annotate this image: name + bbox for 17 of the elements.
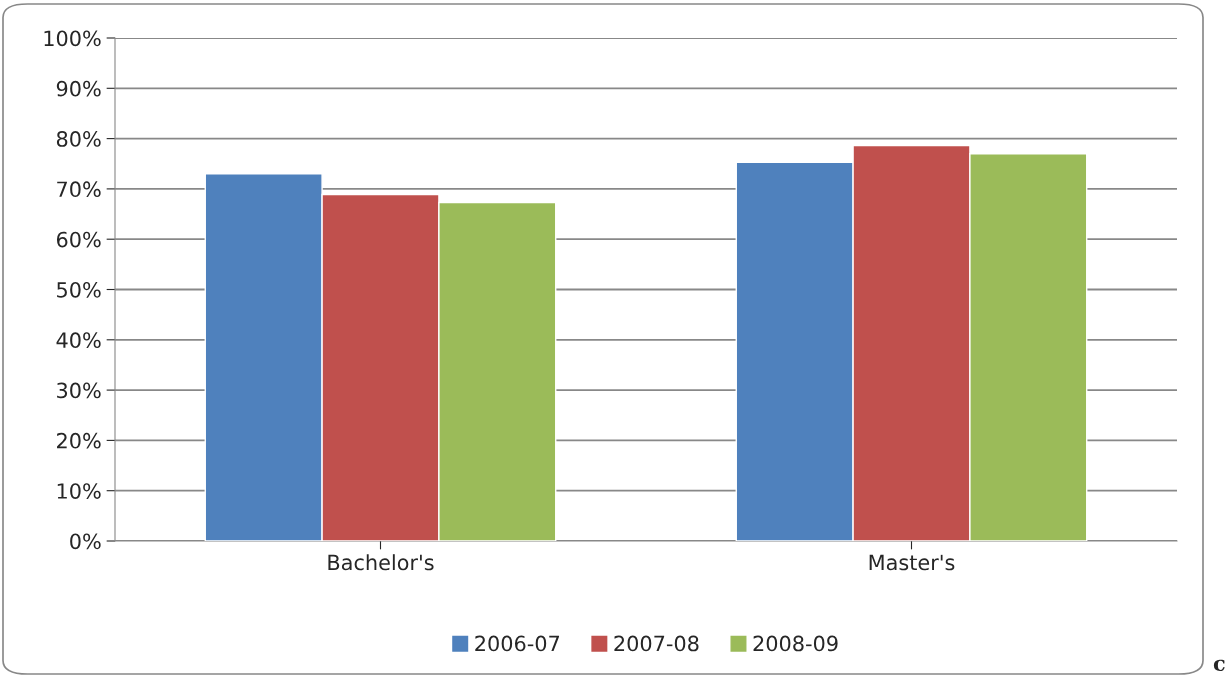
y-tick-label: 80% [56,131,101,147]
y-tick-label: 50% [57,281,101,298]
legend-label: 2006-07 [475,635,560,652]
y-tick-label: 40% [56,332,101,349]
y-tick-label: 0% [70,533,101,550]
y-tick-label: 60% [56,231,101,248]
y-tick-label: 70% [57,181,101,198]
legend-label: 2008-09 [753,635,838,652]
legend-label: 2007-08 [614,635,699,652]
text: c [1213,659,1225,672]
y-tick-label: 100% [44,30,101,47]
x-tick-label: Master's [869,554,955,571]
y-tick-label: 30% [57,382,101,399]
y-tick-label: 10% [57,483,101,499]
x-tick-label: Bachelor's [328,554,434,571]
y-tick-label: 20% [57,432,101,449]
y-tick-label: 90% [56,80,101,97]
